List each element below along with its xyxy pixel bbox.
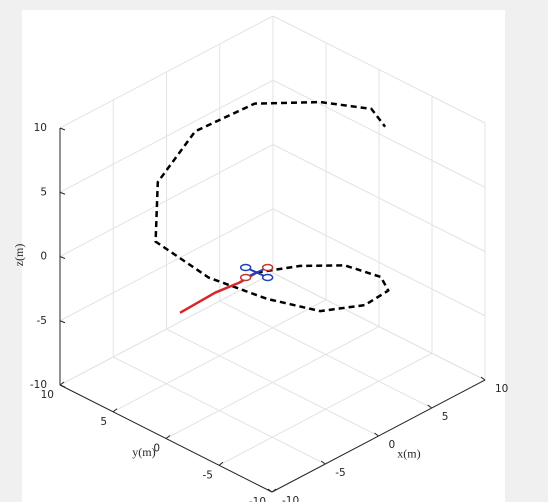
rotor	[239, 263, 252, 272]
grid-line	[272, 144, 486, 252]
x-tick-label: 5	[442, 411, 449, 423]
grid-line	[165, 326, 380, 439]
y-tick	[59, 381, 65, 386]
rotor	[261, 273, 274, 282]
grid-line	[272, 79, 486, 188]
z-tick	[59, 320, 66, 324]
z-tick	[59, 127, 66, 131]
y-tick-label: -5	[203, 469, 213, 481]
grid-line	[112, 299, 327, 413]
z-tick-label: 10	[34, 122, 47, 134]
z-tick	[59, 384, 66, 388]
z-axis-label: z(m)	[12, 244, 26, 267]
y-tick	[218, 461, 224, 466]
x-tick-label: 10	[495, 383, 508, 395]
y-tick-label: 10	[41, 389, 54, 401]
y-tick-label: 5	[100, 416, 107, 428]
planned-trajectory	[154, 100, 390, 313]
grid-line	[59, 79, 274, 193]
z-tick	[59, 191, 66, 195]
x-tick	[267, 488, 273, 493]
x-axis-label: x(m)	[397, 447, 420, 461]
x-tick-label: -5	[335, 467, 345, 479]
x-tick	[374, 432, 379, 437]
y-tick	[112, 408, 118, 413]
grid-line	[218, 352, 433, 466]
x-tick-label: 0	[389, 439, 396, 451]
x-tick	[320, 460, 326, 465]
grid-line	[272, 208, 486, 317]
rotor	[239, 273, 252, 282]
y-tick	[165, 435, 171, 439]
grid-line	[59, 272, 274, 386]
z-tick	[59, 256, 66, 259]
grid-line	[272, 272, 486, 381]
x-tick	[427, 404, 433, 409]
y-tick	[271, 488, 277, 493]
grid-line	[59, 144, 274, 257]
x-tick	[480, 376, 486, 381]
x-tick-label: -10	[282, 495, 299, 502]
z-tick-label: 5	[40, 186, 47, 198]
rotor	[261, 263, 274, 272]
y-axis-label: y(m)	[132, 445, 155, 459]
y-tick-label: 0	[153, 443, 160, 455]
grid-line	[59, 15, 274, 129]
z-tick-label: -5	[37, 315, 47, 327]
grid-line	[272, 15, 486, 124]
z-tick-label: -10	[30, 379, 47, 391]
y-tick-label: -10	[249, 496, 266, 502]
grid-line	[59, 208, 274, 322]
quadrotor	[239, 263, 274, 282]
z-tick-label: 0	[40, 251, 47, 263]
